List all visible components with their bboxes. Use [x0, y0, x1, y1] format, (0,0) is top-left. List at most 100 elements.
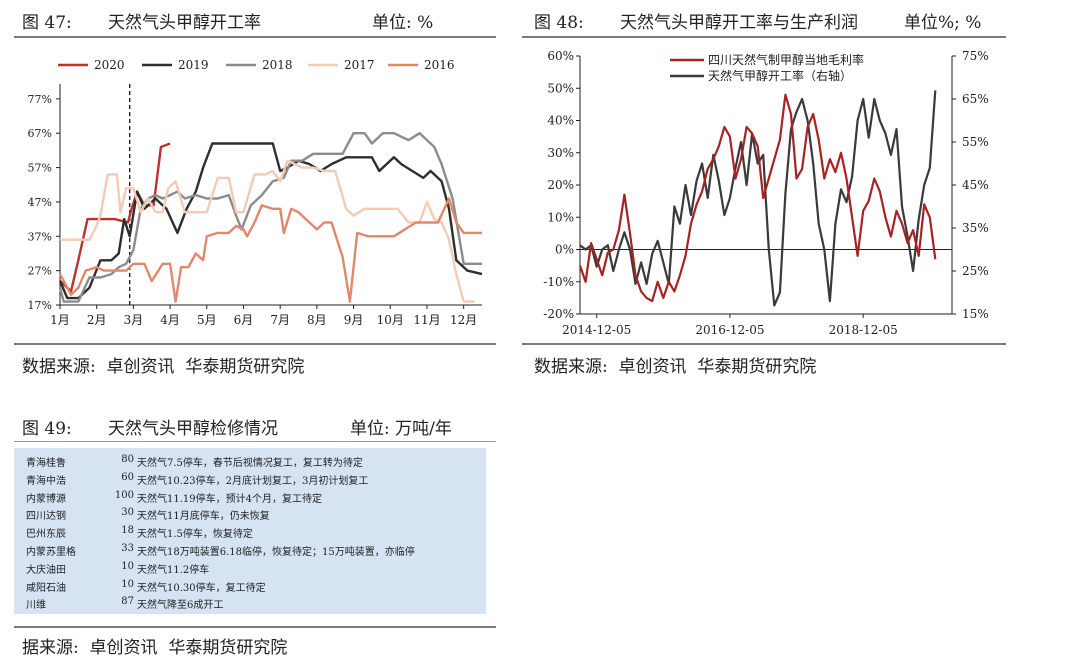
- capacity: 60: [121, 471, 134, 483]
- plant-name: 内蒙博源: [26, 493, 66, 505]
- left-tick-label: 30%: [547, 146, 574, 160]
- fig48-title: 天然气头甲醇开工率与生产利润: [620, 13, 858, 33]
- plant-name: 青海中浩: [26, 475, 66, 487]
- left-tick-label: 60%: [547, 49, 574, 63]
- plant-name: 内蒙苏里格: [26, 547, 76, 558]
- status-detail: 天然气降至6成开工: [137, 600, 224, 612]
- status-detail: 天然气18万吨装置6.18临停，恢复待定；15万吨装置，亦临停: [137, 547, 415, 558]
- chart-47-lines: [58, 131, 483, 303]
- legend-label: 2018: [262, 58, 293, 72]
- fig49-top-rule: [14, 441, 496, 442]
- y-tick-label: 67%: [28, 127, 52, 140]
- chart-48: -20% -10% 0% 10% 20% 30% 40% 50% 60% 15% 25% 35% 45%…: [543, 49, 988, 337]
- fig47-bottom-rule: [14, 343, 496, 345]
- series-line-left: [578, 93, 937, 303]
- fig49-title: 天然气头甲醇检修情况: [108, 419, 278, 439]
- x-tick-label: 5月: [197, 313, 217, 327]
- fig48-unit: 单位%; %: [904, 13, 982, 33]
- left-tick-label: 10%: [547, 210, 574, 224]
- capacity: 10: [121, 578, 134, 590]
- plant-name: 巴州东辰: [26, 529, 66, 541]
- x-tick-label: 2月: [87, 313, 107, 327]
- series-line-2020: [59, 142, 171, 293]
- chart-47-axes: 17% 27% 37% 47% 57% 67% 77% 1月 2月 3月 4月 5月 6月 7月 8月 9月 1…: [28, 84, 482, 327]
- legend-label: 2019: [178, 58, 209, 72]
- series-line-2016: [58, 197, 482, 303]
- x-tick-label: 4月: [160, 313, 180, 327]
- capacity: 87: [121, 596, 134, 608]
- x-tick-label: 7月: [270, 313, 290, 327]
- x-tick-label: 9月: [344, 313, 364, 327]
- left-tick-label: 40%: [547, 114, 574, 128]
- legend-label: 天然气甲醇开工率（右轴）: [708, 68, 852, 83]
- status-detail: 天然气7.5停车，春节后视情况复工，复工转为待定: [137, 458, 363, 469]
- fig48-label: 图 48:: [534, 13, 584, 33]
- y-tick-label: 17%: [28, 299, 52, 312]
- y-tick-label: 37%: [28, 230, 52, 243]
- right-tick-label: 55%: [962, 135, 989, 149]
- fig49-label: 图 49:: [22, 419, 72, 439]
- legend-label: 2017: [344, 58, 375, 72]
- legend-label: 2020: [94, 58, 125, 72]
- capacity: 100: [114, 489, 134, 501]
- x-tick-label: 11月: [413, 313, 440, 327]
- x-tick-label: 8月: [307, 313, 327, 327]
- fig47-unit: 单位: %: [372, 13, 434, 33]
- y-tick-label: 27%: [28, 265, 52, 278]
- left-tick-label: -20%: [543, 307, 574, 321]
- x-tick-label: 6月: [234, 313, 254, 327]
- fig48-source: 数据来源: 卓创资讯 华泰期货研究院: [534, 357, 817, 377]
- capacity: 10: [121, 560, 134, 572]
- x-tick-label: 2014-12-05: [562, 323, 631, 337]
- chart-48-lines: [578, 90, 937, 307]
- series-line-2018: [58, 131, 482, 303]
- right-tick-label: 45%: [962, 178, 989, 192]
- maintenance-table: 青海桂鲁 80 天然气7.5停车，春节后视情况复工，复工转为待定 青海中浩 60 天然气1…: [14, 448, 486, 614]
- legend-label: 2016: [424, 58, 455, 72]
- series-line-2019: [58, 142, 483, 300]
- y-tick-label: 77%: [28, 93, 52, 106]
- fig49-unit: 单位: 万吨/年: [350, 419, 452, 439]
- plant-name: 咸阳石油: [26, 582, 66, 594]
- x-tick-label: 2016-12-05: [695, 323, 764, 337]
- plant-name: 大庆油田: [26, 564, 66, 576]
- status-detail: 天然气11月底停车，仍未恢复: [137, 511, 270, 523]
- plant-name: 四川达钢: [26, 511, 66, 523]
- fig49-source: 据来源: 卓创资讯 华泰期货研究院: [22, 638, 288, 658]
- status-detail: 天然气1.5停车，恢复待定: [137, 529, 253, 541]
- x-tick-label: 12月: [450, 313, 477, 327]
- left-tick-label: 50%: [547, 81, 574, 95]
- x-tick-label: 3月: [124, 313, 144, 327]
- x-tick-label: 1月: [50, 313, 70, 327]
- legend-label: 四川天然气制甲醇当地毛利率: [708, 52, 864, 67]
- status-detail: 天然气11.19停车，预计4个月，复工待定: [137, 493, 322, 505]
- right-tick-label: 65%: [962, 92, 989, 106]
- plant-name: 青海桂鲁: [26, 458, 66, 469]
- capacity: 18: [121, 525, 134, 537]
- fig49-bottom-rule: [14, 626, 496, 628]
- fig47-label: 图 47:: [22, 13, 72, 33]
- left-tick-label: 20%: [547, 178, 574, 192]
- right-tick-label: 25%: [962, 264, 989, 278]
- series-line-2017: [60, 159, 475, 303]
- chart-47-legend: 2020 2019 2018 2017 2016: [58, 58, 455, 72]
- y-tick-label: 57%: [28, 162, 52, 175]
- left-tick-label: -10%: [543, 275, 574, 289]
- y-tick-label: 47%: [28, 196, 52, 209]
- fig48-top-rule: [522, 36, 1006, 38]
- right-tick-label: 75%: [962, 49, 989, 63]
- x-tick-label: 2018-12-05: [829, 323, 898, 337]
- series-line-right: [579, 90, 937, 307]
- fig47-source: 数据来源: 卓创资讯 华泰期货研究院: [22, 357, 305, 377]
- chart-48-axes: -20% -10% 0% 10% 20% 30% 40% 50% 60% 15% 25% 35% 45%…: [543, 49, 988, 337]
- status-detail: 天然气11.2停车: [137, 564, 210, 576]
- capacity: 80: [121, 454, 134, 465]
- plant-name: 川维: [26, 600, 46, 612]
- fig47-top-rule: [14, 36, 496, 38]
- status-detail: 天然气10.30停车，复工待定: [137, 582, 266, 594]
- capacity: 33: [121, 543, 134, 554]
- right-tick-label: 35%: [962, 221, 989, 235]
- fig47-title: 天然气头甲醇开工率: [108, 13, 261, 33]
- left-tick-label: 0%: [555, 243, 574, 257]
- chart-47: 2020 2019 2018 2017 2016 17% 27% 37% 47% 57% 67% 7…: [28, 58, 483, 327]
